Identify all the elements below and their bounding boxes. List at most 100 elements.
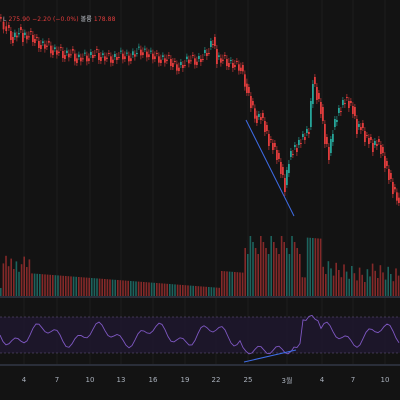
volume-bar bbox=[49, 274, 51, 296]
volume-bar bbox=[312, 238, 314, 296]
candle-body bbox=[304, 137, 306, 140]
candle-body bbox=[96, 49, 98, 50]
volume-bar bbox=[205, 286, 207, 296]
volume-bar bbox=[358, 267, 361, 296]
volume-bar bbox=[296, 248, 298, 296]
volume-bar bbox=[46, 274, 49, 296]
candle-body bbox=[14, 32, 16, 37]
candle-body bbox=[382, 147, 384, 153]
candle-body bbox=[148, 54, 150, 57]
candle-body bbox=[18, 33, 20, 35]
candle-body bbox=[354, 107, 356, 116]
volume-bar bbox=[286, 248, 288, 296]
candle-body bbox=[12, 37, 14, 43]
candle-body bbox=[5, 26, 8, 31]
volume-bar bbox=[70, 276, 72, 296]
candle-body bbox=[396, 192, 398, 201]
candle-body bbox=[24, 32, 26, 35]
candle-body bbox=[180, 62, 182, 65]
volume-bar bbox=[179, 284, 181, 296]
candle-body bbox=[380, 145, 382, 154]
candle-body bbox=[362, 123, 364, 128]
volume-bar bbox=[228, 271, 231, 296]
candle-body bbox=[284, 178, 286, 192]
candle-body bbox=[272, 143, 274, 150]
candle-body bbox=[370, 137, 372, 140]
candle-body bbox=[214, 37, 216, 46]
candle-body bbox=[248, 87, 250, 93]
candle-body bbox=[296, 148, 298, 152]
volume-bar bbox=[41, 274, 44, 296]
candle-body bbox=[306, 129, 308, 133]
volume-bar bbox=[174, 284, 176, 296]
candle-body bbox=[288, 164, 290, 173]
volume-bar bbox=[96, 278, 98, 296]
volume-bar bbox=[348, 278, 350, 296]
rsi-trendline bbox=[243, 349, 297, 363]
candle-body bbox=[86, 55, 88, 62]
volume-bar bbox=[166, 283, 168, 296]
volume-bar bbox=[322, 266, 324, 296]
volume-bar bbox=[221, 271, 223, 296]
ohlc-legend: L 275.90 −2.20 (−0.0%) 볼륨 178.88 bbox=[3, 14, 116, 23]
candle-body bbox=[240, 67, 242, 71]
x-axis-label-2: 7 bbox=[54, 376, 60, 384]
candle-body bbox=[128, 55, 130, 62]
volume-bar bbox=[143, 282, 145, 296]
candle-body bbox=[116, 57, 118, 60]
volume-bar bbox=[257, 254, 259, 296]
candle-body bbox=[256, 115, 258, 123]
volume-bar bbox=[20, 264, 23, 296]
candle-body bbox=[136, 53, 138, 54]
candle-body bbox=[34, 39, 36, 43]
candle-body bbox=[210, 41, 212, 47]
candle-body bbox=[302, 134, 304, 137]
candle-body bbox=[44, 44, 46, 49]
volume-bar bbox=[33, 273, 36, 296]
candle-body bbox=[192, 55, 194, 56]
pane-divider-volume-rsi[interactable] bbox=[0, 296, 400, 298]
candle-body bbox=[208, 53, 210, 54]
volume-bar bbox=[208, 287, 210, 296]
volume-bar bbox=[273, 242, 275, 296]
candle-body bbox=[206, 53, 208, 56]
volume-bar bbox=[10, 258, 12, 296]
candle-body bbox=[276, 150, 278, 160]
volume-bar bbox=[293, 242, 296, 296]
pane-divider-rsi-axis[interactable] bbox=[0, 364, 400, 366]
candle-body bbox=[378, 139, 380, 142]
candle-body bbox=[234, 65, 236, 67]
volume-bar bbox=[252, 242, 254, 296]
candle-body bbox=[384, 156, 386, 168]
candle-body bbox=[342, 100, 344, 105]
candle-body bbox=[88, 58, 90, 61]
candle-body bbox=[328, 147, 330, 160]
candle-body bbox=[346, 97, 348, 98]
candle-body bbox=[162, 55, 164, 57]
volume-bar bbox=[150, 282, 153, 296]
candle-body bbox=[52, 50, 54, 55]
candle-body bbox=[108, 53, 110, 54]
candle-body bbox=[32, 35, 34, 42]
volume-bar bbox=[88, 277, 90, 296]
candle-body bbox=[28, 36, 30, 38]
volume-bar bbox=[236, 272, 239, 296]
candle-body bbox=[20, 27, 22, 30]
candle-body bbox=[200, 59, 202, 62]
x-axis-label-1: 4 bbox=[21, 376, 27, 384]
volume-bar bbox=[215, 287, 218, 296]
candle-body bbox=[142, 52, 144, 55]
volume-bar bbox=[163, 283, 166, 296]
volume-bar bbox=[104, 279, 106, 296]
volume-bar bbox=[80, 277, 83, 296]
candle-body bbox=[212, 44, 214, 45]
candle-body bbox=[168, 55, 170, 56]
volume-bar bbox=[140, 281, 142, 296]
volume-bar bbox=[254, 248, 257, 296]
volume-bar bbox=[262, 242, 265, 296]
candle-body bbox=[74, 53, 76, 62]
candle-body bbox=[308, 132, 310, 134]
candle-body bbox=[114, 54, 116, 57]
